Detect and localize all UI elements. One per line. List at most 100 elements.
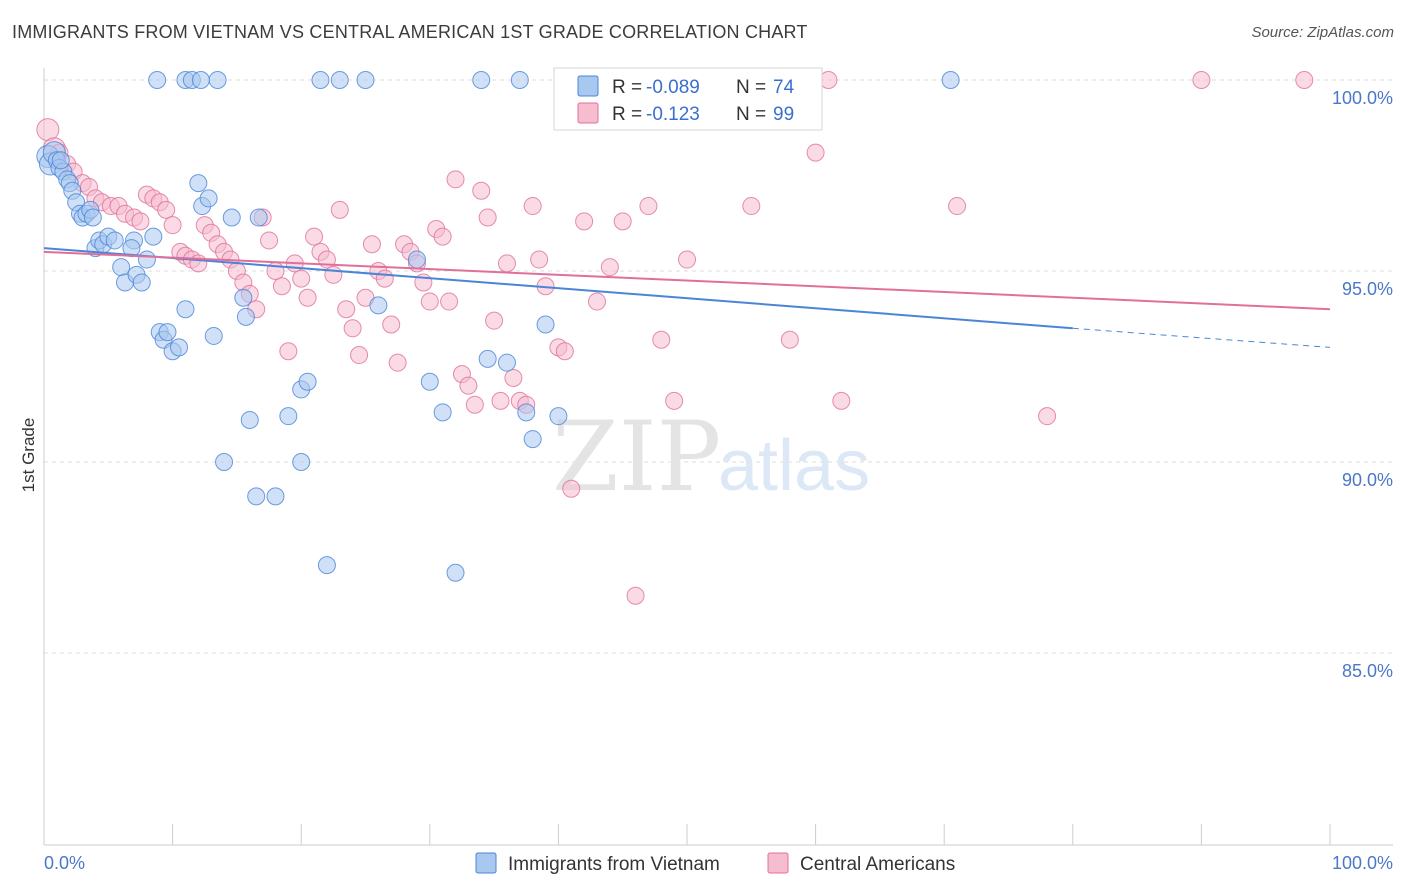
point-central — [324, 265, 343, 284]
legend-r-label-vietnam: R = — [612, 77, 642, 98]
point-vietnam — [83, 208, 102, 227]
point-vietnam — [240, 410, 259, 429]
legend-r-label-central: R = — [612, 104, 642, 125]
point-vietnam — [536, 315, 555, 334]
point-vietnam — [215, 453, 234, 471]
point-central — [478, 208, 497, 227]
point-central — [292, 269, 311, 288]
point-vietnam — [446, 563, 465, 582]
point-central — [1192, 71, 1211, 89]
watermark: ZIP atlas — [552, 401, 870, 513]
watermark-zip: ZIP — [552, 401, 721, 513]
point-vietnam — [112, 258, 131, 277]
point-vietnam — [510, 71, 529, 89]
point-vietnam — [170, 338, 189, 357]
point-vietnam — [189, 174, 208, 193]
point-central — [485, 311, 504, 330]
point-central — [382, 315, 401, 334]
point-vietnam — [517, 403, 536, 422]
point-central — [575, 212, 594, 231]
legend-r-value-vietnam: -0.089 — [646, 77, 700, 98]
point-central — [652, 330, 671, 349]
y-tick-label: 95.0% — [1342, 279, 1393, 299]
point-central — [388, 353, 407, 372]
point-central — [639, 197, 658, 216]
grid-lines — [44, 79, 1393, 654]
series-legend: Immigrants from Vietnam Central American… — [475, 852, 955, 875]
point-vietnam — [132, 273, 151, 292]
point-central — [665, 391, 684, 410]
point-vietnam — [472, 71, 491, 89]
legend-swatch-vietnam — [577, 75, 599, 97]
point-central — [523, 197, 542, 216]
point-central — [806, 143, 825, 162]
point-central — [555, 342, 574, 361]
point-vietnam — [144, 227, 163, 246]
point-central — [613, 212, 632, 231]
point-vietnam — [204, 326, 223, 345]
point-vietnam — [51, 151, 70, 170]
point-central — [375, 269, 394, 288]
point-central — [272, 277, 291, 296]
point-vietnam — [279, 407, 298, 426]
point-central — [832, 391, 851, 410]
point-vietnam — [222, 208, 241, 227]
point-central — [1295, 71, 1314, 89]
point-central — [298, 288, 317, 307]
point-vietnam — [407, 250, 426, 269]
point-central — [305, 227, 324, 246]
point-central — [433, 227, 452, 246]
point-vietnam — [356, 71, 375, 89]
point-central — [491, 391, 510, 410]
point-vietnam — [549, 407, 568, 426]
data-points — [36, 71, 1314, 605]
watermark-atlas: atlas — [718, 426, 870, 506]
point-vietnam — [105, 231, 124, 250]
point-central — [330, 200, 349, 219]
point-central — [260, 231, 279, 250]
point-vietnam — [191, 71, 210, 89]
point-vietnam — [292, 453, 311, 471]
point-central — [362, 235, 381, 254]
point-central — [1038, 407, 1057, 426]
point-central — [600, 258, 619, 277]
point-vietnam — [941, 71, 960, 89]
point-vietnam — [330, 71, 349, 89]
point-vietnam — [497, 353, 516, 372]
point-central — [350, 346, 369, 365]
point-vietnam — [208, 71, 227, 89]
legend-n-label-central: N = — [736, 104, 766, 125]
point-central — [131, 212, 150, 231]
chart-source: Source: ZipAtlas.com — [1251, 24, 1394, 41]
point-central — [337, 300, 356, 319]
point-central — [157, 200, 176, 219]
trend-extension-vietnam — [1072, 327, 1331, 348]
trend-lines — [43, 247, 1331, 348]
x-tick-min: 0.0% — [44, 853, 85, 873]
point-vietnam — [247, 487, 266, 506]
point-central — [446, 170, 465, 189]
point-vietnam — [298, 372, 317, 391]
point-central — [279, 342, 298, 361]
point-vietnam — [478, 349, 497, 368]
point-central — [189, 254, 208, 273]
point-vietnam — [148, 71, 167, 89]
trend-line-central — [43, 250, 1331, 311]
point-vietnam — [158, 323, 177, 342]
point-central — [780, 330, 799, 349]
stats-legend: R = -0.089 N = 74 R = -0.123 N = 99 — [553, 67, 823, 131]
trend-line-vietnam — [43, 247, 1073, 330]
series-swatch-central — [767, 852, 789, 874]
point-vietnam — [420, 372, 439, 391]
point-vietnam — [369, 296, 388, 315]
legend-n-value-central: 99 — [773, 104, 794, 125]
point-vietnam — [137, 250, 156, 269]
point-vietnam — [311, 71, 330, 89]
point-vietnam — [523, 430, 542, 449]
series-label-vietnam: Immigrants from Vietnam — [508, 854, 720, 875]
point-vietnam — [236, 307, 255, 326]
point-central — [587, 292, 606, 311]
point-vietnam — [234, 288, 253, 307]
series-label-central: Central Americans — [800, 854, 955, 875]
